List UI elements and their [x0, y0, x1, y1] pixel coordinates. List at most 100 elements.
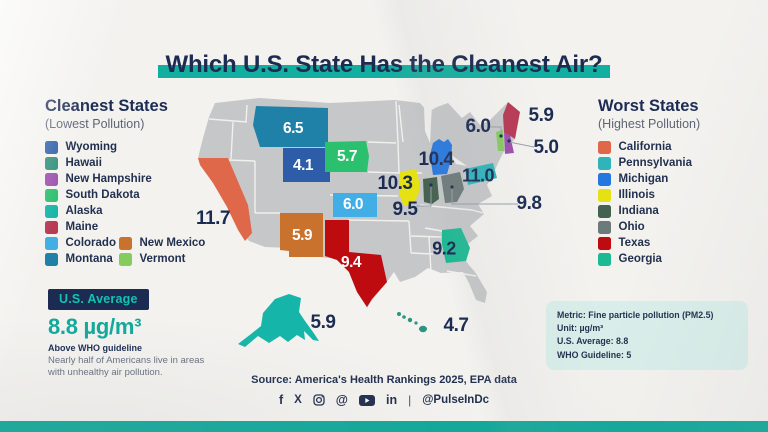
- new-hampshire-swatch: [45, 173, 58, 186]
- legend-item-label: Alaska: [65, 205, 103, 218]
- legend-item-label: Wyoming: [65, 141, 118, 154]
- georgia-swatch: [598, 253, 611, 266]
- texas-swatch: [598, 237, 611, 250]
- state-new-mexico: [280, 213, 323, 257]
- page-title: Which U.S. State Has the Cleanest Air?: [157, 51, 611, 79]
- indiana-swatch: [598, 205, 611, 218]
- new-mexico-swatch: [119, 237, 132, 250]
- pennsylvania-swatch: [598, 157, 611, 170]
- legend-item-south-dakota: South Dakota: [45, 189, 220, 202]
- montana-swatch: [45, 253, 58, 266]
- us-average-description: Nearly half of Americans live in areas w…: [48, 355, 205, 379]
- map-value-maine: 5.9: [528, 105, 554, 126]
- legend-item-montana: Montana: [45, 253, 119, 266]
- worst-states-legend: Worst States (Highest Pollution) Califor…: [598, 97, 748, 269]
- source-attribution: Source: America's Health Rankings 2025, …: [251, 374, 517, 386]
- state-montana: [253, 106, 328, 147]
- cleanest-legend-title: Cleanest States: [45, 97, 168, 115]
- legend-item-label: New Hampshire: [65, 173, 152, 186]
- state-colorado: [333, 193, 377, 217]
- map-value-california: 11.7: [196, 208, 230, 229]
- legend-item-new-mexico: New Mexico: [119, 237, 205, 250]
- map-value-new-hampshire: 5.0: [533, 137, 559, 158]
- legend-item-maine: Maine: [45, 221, 220, 234]
- legend-item-label: Colorado: [65, 237, 116, 250]
- legend-item-indiana: Indiana: [598, 205, 748, 218]
- leader-dots: [429, 134, 511, 189]
- metric-line: Metric: Fine particle pollution (PM2.5): [557, 310, 714, 320]
- michigan-swatch: [598, 173, 611, 186]
- us-choropleth-map: 6.5 4.1 5.7 6.0 5.9 9.4 11.7 10.4 10.3 9…: [185, 85, 577, 380]
- map-value-colorado: 6.0: [342, 196, 364, 213]
- metric-info-box: Metric: Fine particle pollution (PM2.5) …: [546, 301, 748, 370]
- map-value-indiana: 9.5: [392, 199, 418, 220]
- worst-legend-title: Worst States: [598, 97, 699, 115]
- worst-legend-subtitle: (Highest Pollution): [598, 117, 701, 131]
- map-value-illinois: 10.3: [377, 173, 413, 194]
- state-borders: [208, 100, 484, 277]
- social-handle[interactable]: @PulseInDc: [422, 394, 490, 406]
- map-value-vermont: 6.0: [465, 116, 491, 137]
- legend-pair-row: Colorado New Mexico: [45, 237, 220, 253]
- legend-item-michigan: Michigan: [598, 173, 748, 186]
- leader-lines: [416, 126, 535, 207]
- california-swatch: [598, 141, 611, 154]
- legend-item-pennsylvania: Pennsylvania: [598, 157, 748, 170]
- facebook-icon[interactable]: f: [278, 393, 284, 407]
- legend-item-label: New Mexico: [139, 237, 206, 250]
- threads-icon[interactable]: @: [335, 393, 348, 407]
- map-value-michigan: 10.4: [418, 149, 454, 170]
- state-maine: [503, 102, 520, 139]
- metric-line: WHO Guideline: 5: [557, 349, 632, 360]
- south-dakota-swatch: [45, 189, 58, 202]
- map-value-alaska: 5.9: [310, 312, 336, 333]
- separator: |: [408, 393, 412, 407]
- bottom-accent-bar: [0, 421, 768, 432]
- legend-item-california: California: [598, 141, 748, 154]
- us-average-block: U.S. Average 8.8 µg/m³ Above WHO guideli…: [48, 289, 228, 380]
- wyoming-swatch: [45, 141, 58, 154]
- x-icon[interactable]: X: [294, 394, 302, 406]
- metric-line: U.S. Average: 8.8: [557, 336, 629, 347]
- cleanest-states-legend: Cleanest States (Lowest Pollution) Wyomi…: [45, 97, 220, 269]
- header: Which U.S. State Has the Cleanest Air?: [0, 51, 768, 79]
- map-value-pennsylvania: 11.0: [461, 165, 495, 186]
- legend-item-label: Georgia: [618, 253, 662, 266]
- maine-swatch: [45, 221, 58, 234]
- state-california: [198, 158, 252, 241]
- map-value-hawaii: 4.7: [443, 315, 469, 336]
- state-illinois: [399, 169, 420, 206]
- state-hawaii: [397, 312, 427, 333]
- lake-erie-notch: [451, 155, 467, 166]
- legend-item-label: Texas: [618, 237, 651, 250]
- legend-item-alaska: Alaska: [45, 205, 220, 218]
- map-value-south-dakota: 5.7: [336, 148, 358, 165]
- illinois-swatch: [598, 189, 611, 202]
- youtube-icon[interactable]: [358, 394, 375, 406]
- who-guideline-note: Above WHO guideline: [48, 343, 143, 353]
- legend-item-label: Michigan: [618, 173, 669, 186]
- legend-item-vermont: Vermont: [119, 253, 186, 266]
- state-georgia: [442, 228, 470, 263]
- state-alaska: [238, 294, 319, 347]
- legend-item-ohio: Ohio: [598, 221, 748, 234]
- legend-item-texas: Texas: [598, 237, 748, 250]
- colorado-swatch: [45, 237, 58, 250]
- state-michigan: [430, 139, 452, 175]
- map-value-montana: 6.5: [282, 120, 304, 137]
- legend-item-label: Illinois: [618, 189, 655, 202]
- ohio-swatch: [598, 221, 611, 234]
- state-pennsylvania: [465, 163, 497, 185]
- legend-item-illinois: Illinois: [598, 189, 748, 202]
- us-average-value: 8.8 µg/m³: [48, 314, 142, 339]
- legend-item-label: Vermont: [139, 253, 186, 266]
- legend-item-label: Pennsylvania: [618, 157, 693, 170]
- legend-item-label: Montana: [65, 253, 113, 266]
- map-value-wyoming: 4.1: [292, 157, 314, 174]
- linkedin-icon[interactable]: in: [385, 393, 398, 407]
- instagram-icon[interactable]: [313, 394, 325, 406]
- legend-pair-row: Montana Vermont: [45, 253, 220, 269]
- map-value-ohio: 9.8: [516, 193, 542, 214]
- legend-item-label: Ohio: [618, 221, 645, 234]
- map-canvas: [198, 98, 535, 347]
